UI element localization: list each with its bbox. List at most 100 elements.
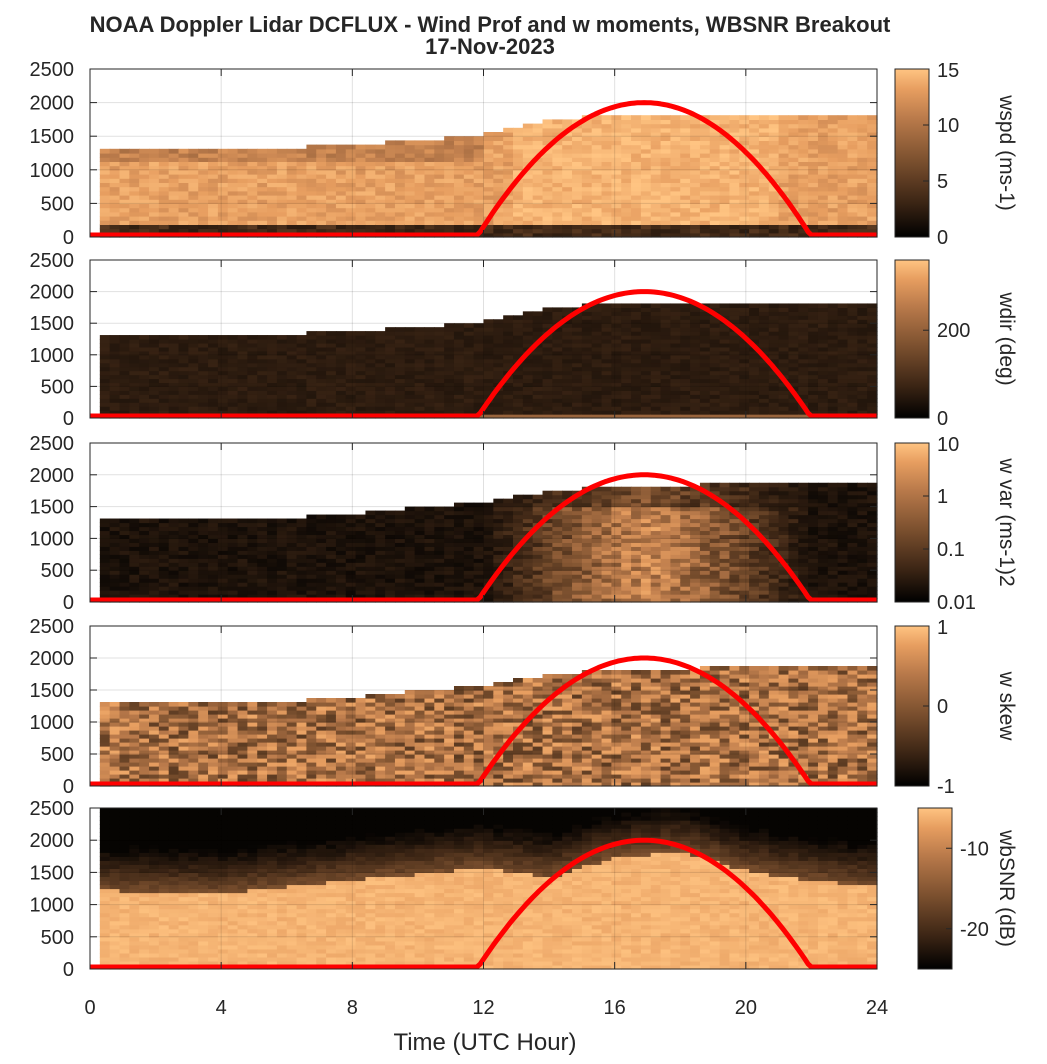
heatmap-cell [729,178,739,183]
heatmap-cell [257,149,267,154]
heatmap-cell [808,140,818,145]
heatmap-cell [739,367,749,372]
heatmap-cell [110,586,120,591]
heatmap-cell [857,379,867,384]
heatmap-cell [405,507,415,512]
heatmap-cell [238,542,248,547]
y-tick-label: 500 [41,193,74,215]
heatmap-cell [218,542,228,547]
heatmap-cell [828,311,838,316]
heatmap-cell [228,355,238,360]
heatmap-cell [356,212,366,217]
heatmap-cell [543,157,553,162]
heatmap-cell [798,136,808,141]
heatmap-cell [326,149,336,154]
heatmap-cell [631,157,641,162]
heatmap-cell [415,586,425,591]
heatmap-cell [818,394,828,399]
heatmap-cell [287,526,297,531]
heatmap-cell [867,347,877,352]
heatmap-cell [297,153,307,158]
heatmap-cell [306,174,316,179]
heatmap-cell [759,379,769,384]
heatmap-cell [641,115,651,120]
heatmap-cell [336,562,346,567]
heatmap-cell [779,182,789,187]
heatmap-cell [464,145,474,150]
heatmap-cell [739,363,749,368]
heatmap-cell [208,220,218,225]
heatmap-cell [828,371,838,376]
heatmap-cell [198,347,208,352]
heatmap-cell [769,208,779,213]
heatmap-cell [562,390,572,395]
heatmap-cell [297,195,307,200]
heatmap-cell [110,335,120,340]
heatmap-cell [533,170,543,175]
heatmap-cell [444,390,454,395]
heatmap-cell [611,406,621,411]
heatmap-cell [326,550,336,555]
heatmap-cell [444,136,454,141]
heatmap-cell [798,149,808,154]
heatmap-cell [690,406,700,411]
heatmap-cell [621,191,631,196]
heatmap-cell [395,224,405,229]
heatmap-cell [247,538,257,543]
heatmap-cell [385,519,395,524]
heatmap-cell [729,216,739,221]
heatmap-cell [110,149,120,154]
heatmap-cell [208,574,218,579]
heatmap-cell [188,550,198,555]
heatmap-cell [159,398,169,403]
heatmap-cell [297,586,307,591]
heatmap-cell [336,153,346,158]
heatmap-cell [523,153,533,158]
heatmap-cell [788,174,798,179]
heatmap-cell [464,546,474,551]
heatmap-cell [661,335,671,340]
heatmap-cell [857,140,867,145]
heatmap-cell [336,212,346,217]
heatmap-cell [828,331,838,336]
heatmap-cell [208,191,218,196]
heatmap-cell [857,119,867,124]
heatmap-cell [759,315,769,320]
heatmap-cell [434,526,444,531]
heatmap-cell [356,145,366,150]
heatmap-cell [159,406,169,411]
heatmap-cell [464,590,474,595]
heatmap-cell [798,335,808,340]
heatmap-cell [169,406,179,411]
heatmap-cell [838,187,848,192]
heatmap-cell [247,386,257,391]
heatmap-cell [562,335,572,340]
heatmap-cell [788,335,798,340]
heatmap-cell [110,208,120,213]
heatmap-cell [336,339,346,344]
heatmap-cell [592,161,602,166]
heatmap-cell [454,187,464,192]
heatmap-cell [218,371,228,376]
heatmap-cell [474,191,484,196]
heatmap-cell [611,170,621,175]
heatmap-cell [238,550,248,555]
heatmap-cell [847,153,857,158]
heatmap-cell [464,554,474,559]
heatmap-cell [602,161,612,166]
heatmap-cell [562,161,572,166]
heatmap-cell [149,558,159,563]
heatmap-cell [641,216,651,221]
heatmap-cell [670,355,680,360]
heatmap-cell [661,224,671,229]
heatmap-cell [365,187,375,192]
heatmap-cell [120,195,130,200]
heatmap-cell [739,375,749,380]
heatmap-cell [582,229,592,234]
heatmap-cell [484,379,494,384]
heatmap-cell [434,523,444,528]
heatmap-cell [503,386,513,391]
heatmap-cell [149,402,159,407]
heatmap-cell [769,402,779,407]
heatmap-cell [208,178,218,183]
